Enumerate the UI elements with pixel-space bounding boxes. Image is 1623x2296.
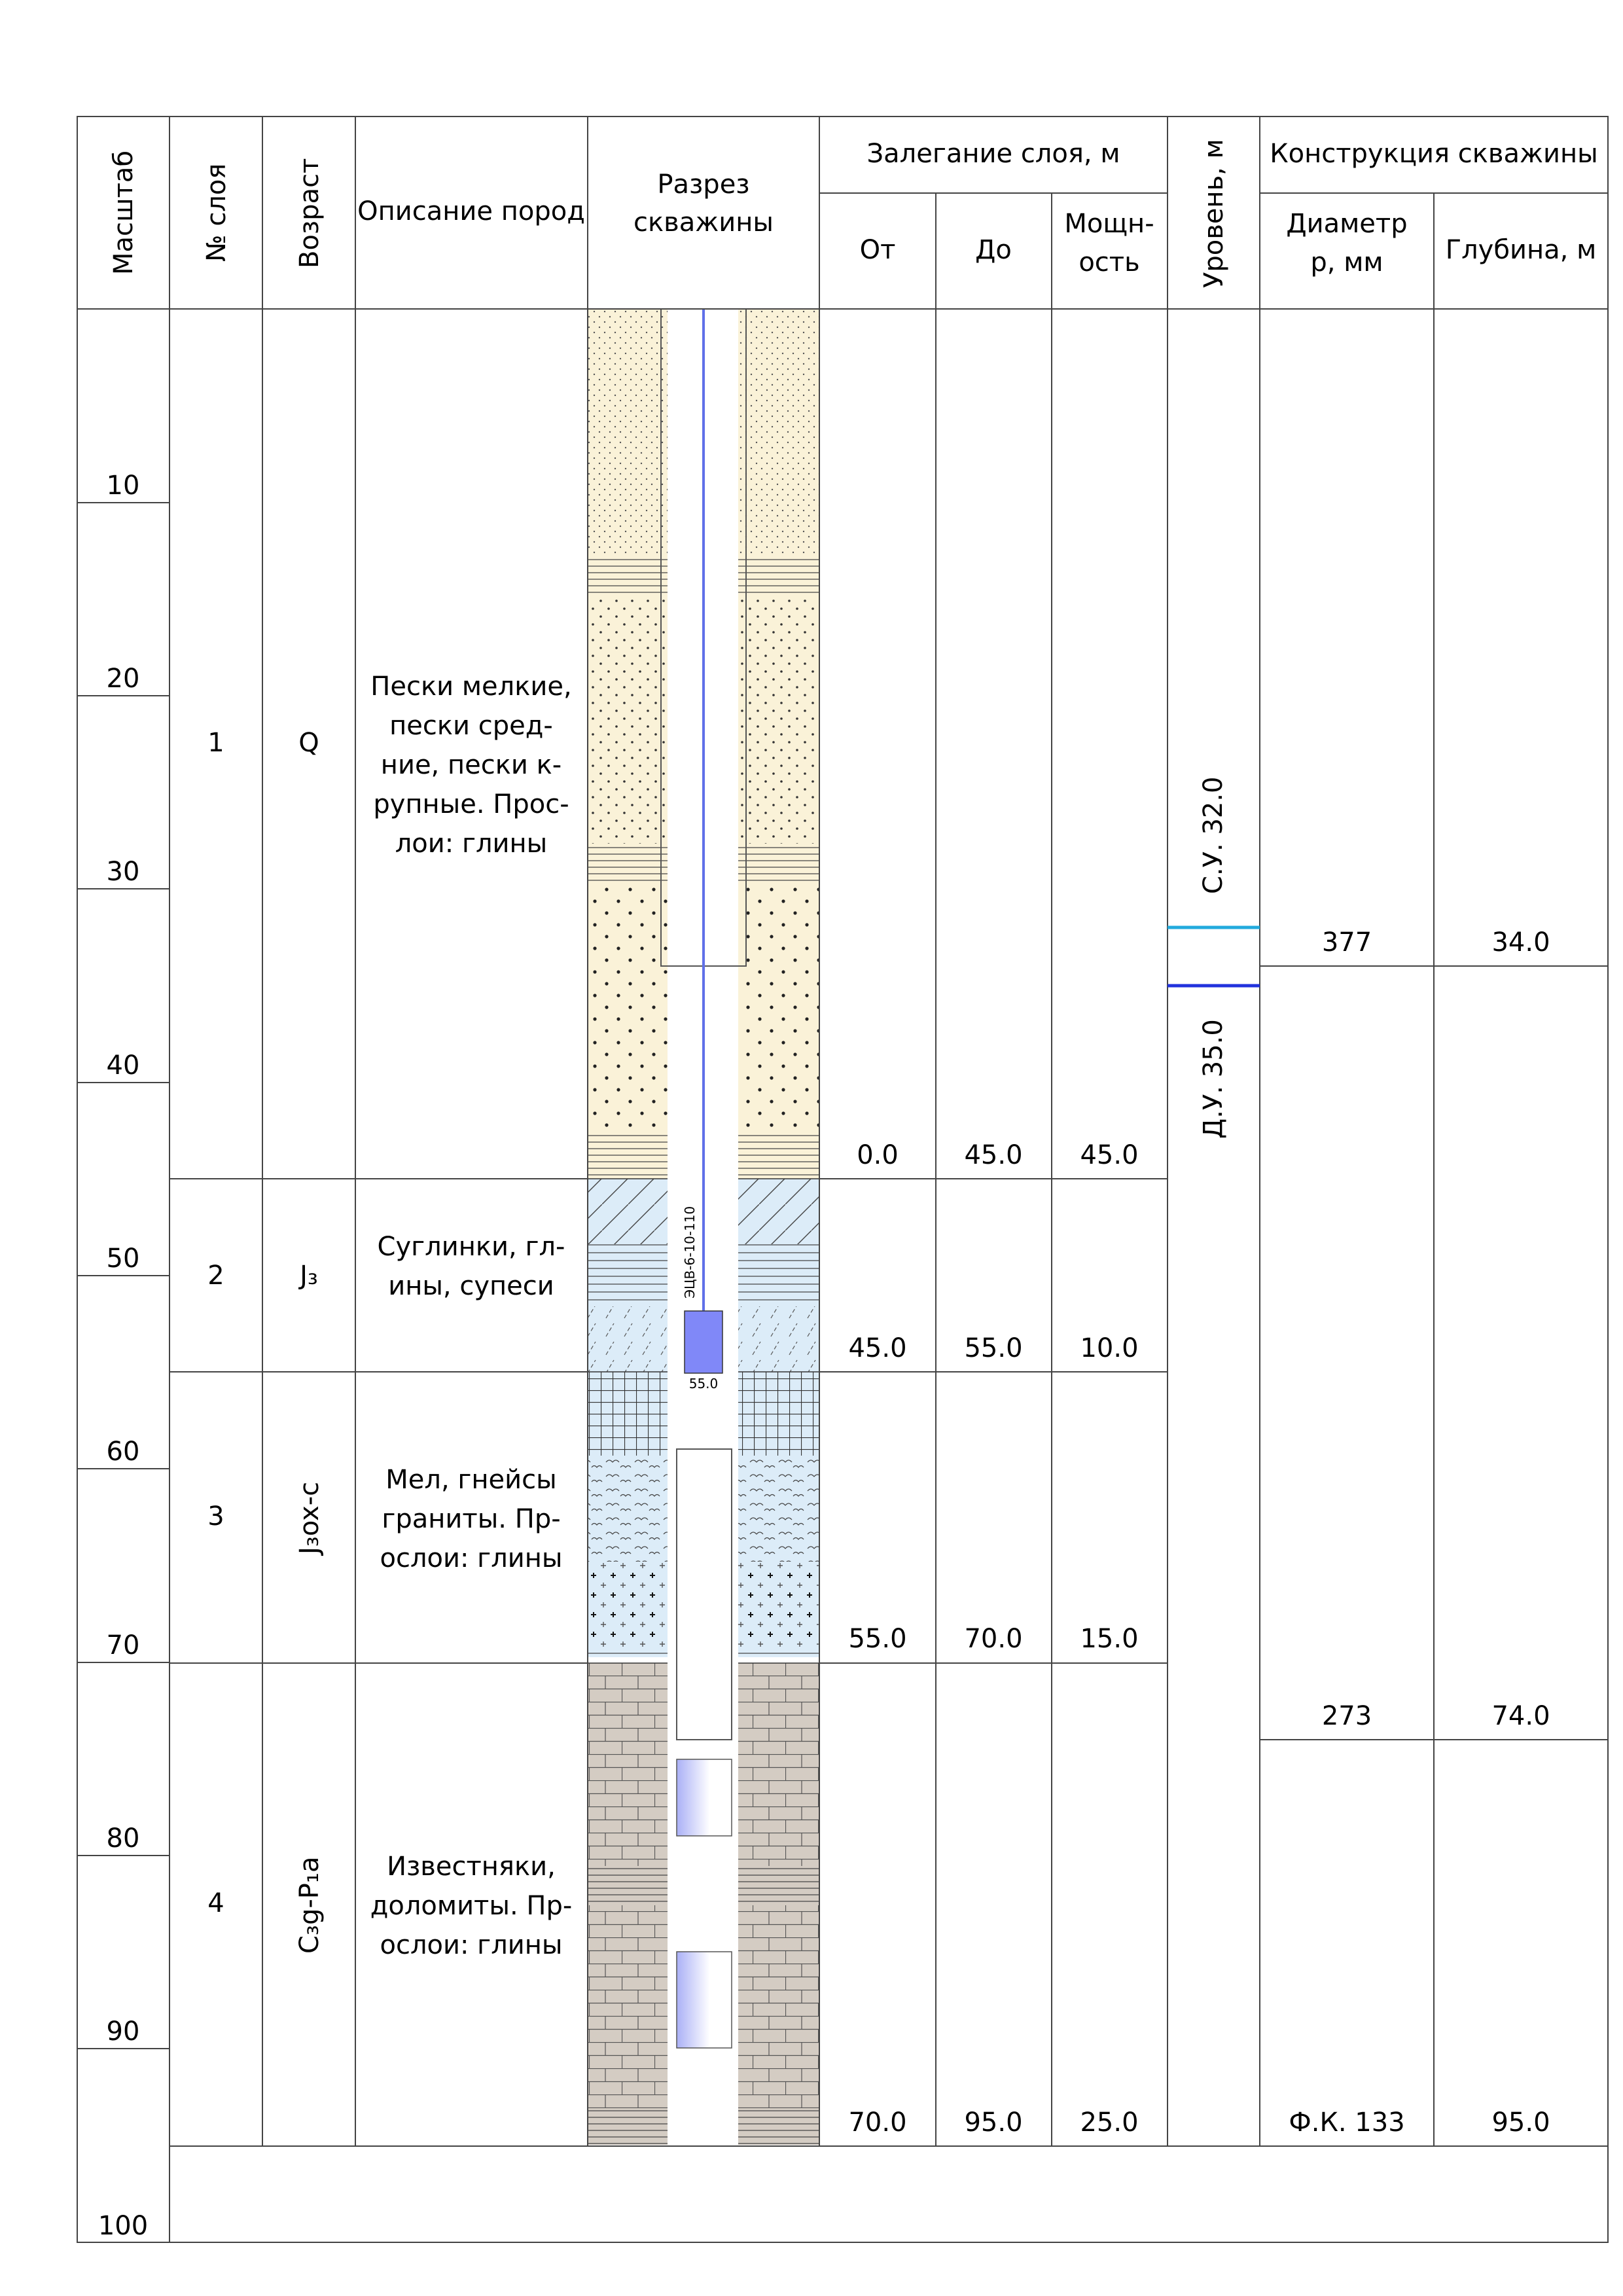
layer-number: 1 [207,728,224,758]
layer-number: 4 [207,1888,224,1918]
layer-desc-line: рупные. Прос- [373,789,569,819]
filter-section [676,1951,732,2049]
layer-age: J₃ [298,1261,318,1291]
layer-thickness: 10.0 [1080,1333,1138,1363]
layer-desc-line: ослои: глины [380,1543,562,1573]
layer-number: 3 [207,1501,224,1532]
layer-desc-line: ины, супеси [388,1271,554,1301]
header-from: От [860,235,896,265]
layer-thickness: 25.0 [1080,2108,1138,2138]
layer-age: Q [298,728,319,758]
layer-desc-line: пески сред- [389,711,553,741]
header-occurrence: Залегание слоя, м [866,139,1120,169]
header-depth: Глубина, м [1446,235,1597,265]
depth-scale: 10 20 30 40 50 60 70 80 90 100 [98,471,148,2241]
casing-diameter: 273 [1322,1701,1372,1731]
scale-tick-label: 20 [107,664,140,694]
water-levels: С.У. 32.0 Д.У. 35.0 [1167,776,1260,1139]
header-diameter-2: р, мм [1310,247,1383,278]
casing-273 [676,1448,732,1740]
header-age: Возраст [294,158,325,268]
scale-tick-label: 80 [107,1823,140,1854]
layer-thickness: 45.0 [1080,1140,1138,1170]
layer-from: 70.0 [848,2108,906,2138]
filter-section [676,1759,732,1837]
casing-diameter: 377 [1322,927,1372,958]
casing-depth: 95.0 [1491,2108,1550,2138]
layer-age: J₃ox-c [294,1482,325,1556]
layer-thickness: 15.0 [1080,1624,1138,1654]
layer-from: 55.0 [848,1624,906,1654]
layer-number: 2 [207,1261,224,1291]
layer-to: 70.0 [964,1624,1022,1654]
casing-depth: 34.0 [1491,927,1550,958]
layer-row: 4 C₃g-P₁a Известняки, доломиты. Пр- осло… [207,1852,1138,2138]
layer-row: 3 J₃ox-c Мел, гнейсы граниты. Пр- ослои:… [207,1465,1138,1654]
layer-desc-line: ние, пески к- [381,750,562,780]
layer-to: 45.0 [964,1140,1022,1170]
header-scale: Масштаб [109,151,139,275]
casing-diameter: Ф.К. 133 [1289,2108,1404,2138]
layer-to: 55.0 [964,1333,1022,1363]
table-grid [77,116,1609,2243]
layer-from: 45.0 [848,1333,906,1363]
pump [684,1310,723,1374]
header-diameter-1: Диаметр [1286,209,1407,239]
layer-age: C₃g-P₁a [294,1857,325,1954]
construction-table: 377 34.0 273 74.0 Ф.К. 133 95.0 [1289,927,1550,2138]
layer-desc-line: граниты. Пр- [382,1504,560,1534]
header-thickness-1: Мощн- [1064,209,1154,239]
header-description: Описание пород [357,196,585,226]
pump-depth: 55.0 [689,1376,719,1391]
casing-depth: 74.0 [1491,1701,1550,1731]
header-to: До [975,235,1012,265]
layer-desc-line: Пески мелкие, [370,672,571,702]
header-thickness-2: ость [1079,247,1139,278]
scale-tick-label: 100 [98,2211,148,2241]
header-layer-no: № слоя [202,164,232,262]
layer-row: 1 Q Пески мелкие, пески сред- ние, пески… [207,672,1138,1170]
static-level-label: С.У. 32.0 [1198,776,1228,894]
scale-tick-label: 70 [107,1630,140,1660]
dynamic-level-label: Д.У. 35.0 [1198,1019,1228,1139]
scale-tick-label: 30 [107,857,140,887]
scale-tick-label: 10 [107,471,140,501]
layer-desc-line: доломиты. Пр- [370,1891,573,1921]
table-header: Масштаб № слоя Возраст Описание пород Ра… [109,139,1598,288]
scale-tick-label: 60 [107,1437,140,1467]
layer-from: 0.0 [857,1140,899,1170]
header-construction: Конструкция скважины [1270,139,1598,169]
scale-tick-label: 40 [107,1050,140,1081]
header-section-1: Разрез [657,170,749,200]
layer-desc-line: Известняки, [387,1852,556,1882]
pump-label: ЭЦВ-6-10-110 [682,1206,698,1299]
layer-desc-line: Мел, гнейсы [385,1465,556,1495]
layer-desc-line: лои: глины [395,829,548,859]
well-construction-drawing: ЭЦВ-6-10-110 55.0 [660,308,747,2145]
layer-desc-line: ослои: глины [380,1930,562,1960]
header-level: Уровень, м [1199,139,1229,288]
scale-tick-label: 90 [107,2017,140,2047]
scale-tick-label: 50 [107,1244,140,1274]
layer-desc-line: Суглинки, гл- [378,1232,565,1262]
layer-to: 95.0 [964,2108,1022,2138]
header-section-2: скважины [633,207,774,238]
layer-row: 2 J₃ Суглинки, гл- ины, супеси 45.0 55.0… [207,1232,1138,1363]
